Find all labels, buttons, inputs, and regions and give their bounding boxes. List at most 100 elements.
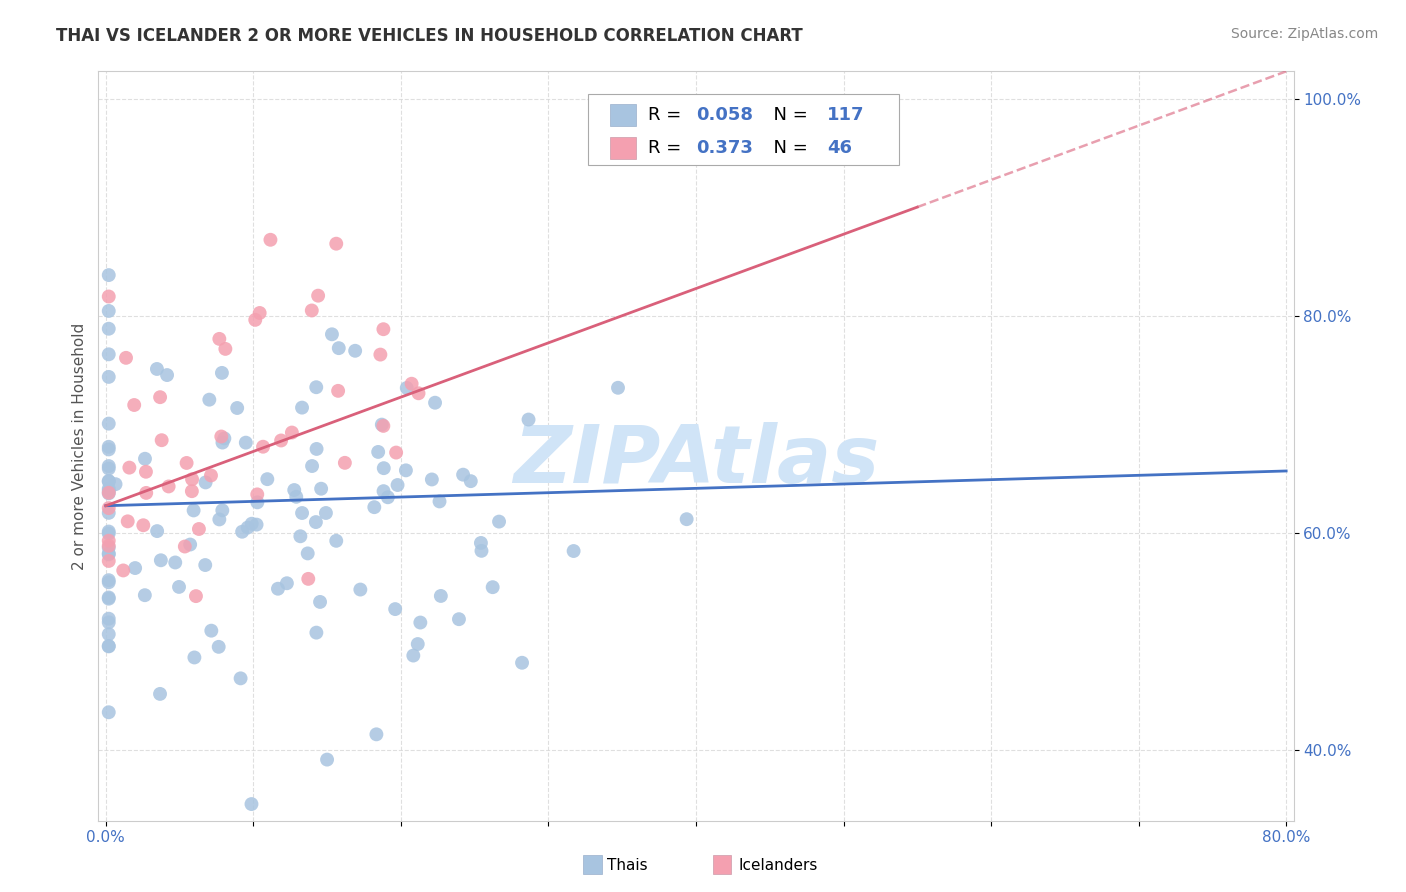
Point: [451, 467, 474, 482]
Point: [97, 575, 120, 590]
Point: [97, 289, 120, 303]
Point: [97, 541, 120, 555]
Text: 0.373: 0.373: [696, 139, 752, 157]
Point: [385, 445, 408, 459]
Point: [488, 515, 510, 529]
Point: [231, 524, 253, 539]
Bar: [589, 94, 900, 165]
Point: [256, 472, 278, 486]
Point: [373, 461, 395, 475]
Point: [429, 494, 451, 508]
Point: [149, 687, 172, 701]
Point: [132, 518, 155, 533]
Point: [349, 582, 371, 597]
Point: [194, 558, 217, 572]
Point: [211, 435, 233, 450]
Point: [328, 341, 350, 355]
Y-axis label: 2 or more Vehicles in Household: 2 or more Vehicles in Household: [72, 322, 87, 570]
Point: [460, 474, 482, 488]
Point: [377, 490, 399, 504]
Point: [235, 435, 257, 450]
Point: [316, 753, 339, 767]
Point: [321, 327, 343, 342]
Bar: [610, 136, 637, 159]
Point: [236, 520, 259, 534]
Point: [291, 401, 314, 415]
Text: R =: R =: [648, 139, 688, 157]
Point: [122, 398, 145, 412]
Point: [510, 656, 533, 670]
Point: [181, 472, 204, 486]
Point: [211, 503, 233, 517]
Point: [211, 366, 233, 380]
Point: [409, 615, 432, 630]
Point: [301, 458, 323, 473]
Point: [97, 461, 120, 475]
Point: [408, 386, 430, 401]
Point: [97, 482, 120, 496]
Text: Icelanders: Icelanders: [738, 858, 817, 872]
Point: [179, 537, 201, 551]
Point: [208, 332, 231, 346]
Point: [97, 474, 120, 488]
Point: [146, 362, 169, 376]
Point: [97, 547, 120, 561]
Point: [470, 536, 492, 550]
Point: [281, 425, 304, 440]
Point: [373, 484, 395, 499]
Point: [97, 442, 120, 457]
Point: [97, 591, 120, 606]
Point: [97, 547, 120, 561]
Point: [183, 503, 205, 517]
Point: [259, 233, 281, 247]
Point: [187, 522, 209, 536]
Point: [240, 797, 263, 811]
Point: [246, 487, 269, 501]
Point: [198, 392, 221, 407]
Point: [297, 572, 319, 586]
Point: [470, 544, 492, 558]
Text: 46: 46: [827, 139, 852, 157]
Point: [245, 517, 267, 532]
Point: [118, 460, 141, 475]
Point: [517, 412, 540, 426]
Point: [115, 351, 138, 365]
Point: [208, 512, 231, 526]
Point: [97, 483, 120, 498]
Point: [214, 431, 236, 445]
Point: [135, 486, 157, 500]
Point: [97, 612, 120, 626]
Point: [291, 506, 314, 520]
Point: [97, 475, 120, 489]
Point: [309, 595, 332, 609]
Point: [200, 468, 222, 483]
Point: [325, 533, 347, 548]
Point: [344, 343, 367, 358]
Point: [97, 706, 120, 720]
Point: [373, 322, 395, 336]
Point: [246, 495, 269, 509]
Point: [208, 640, 231, 654]
Point: [134, 451, 156, 466]
Point: [607, 381, 630, 395]
Point: [481, 580, 503, 594]
Point: [395, 463, 418, 477]
Point: [245, 313, 267, 327]
Point: [209, 429, 232, 443]
Point: [675, 512, 697, 526]
Point: [401, 376, 423, 391]
Text: Thais: Thais: [607, 858, 648, 872]
Point: [149, 390, 172, 404]
Point: [146, 524, 169, 538]
Point: [183, 650, 205, 665]
Point: [305, 625, 328, 640]
Point: [117, 514, 139, 528]
Point: [395, 381, 418, 395]
Point: [297, 546, 319, 560]
Point: [157, 479, 180, 493]
Point: [249, 306, 271, 320]
Point: [270, 434, 292, 448]
Point: [406, 637, 429, 651]
Point: [165, 556, 187, 570]
Point: [180, 484, 202, 499]
